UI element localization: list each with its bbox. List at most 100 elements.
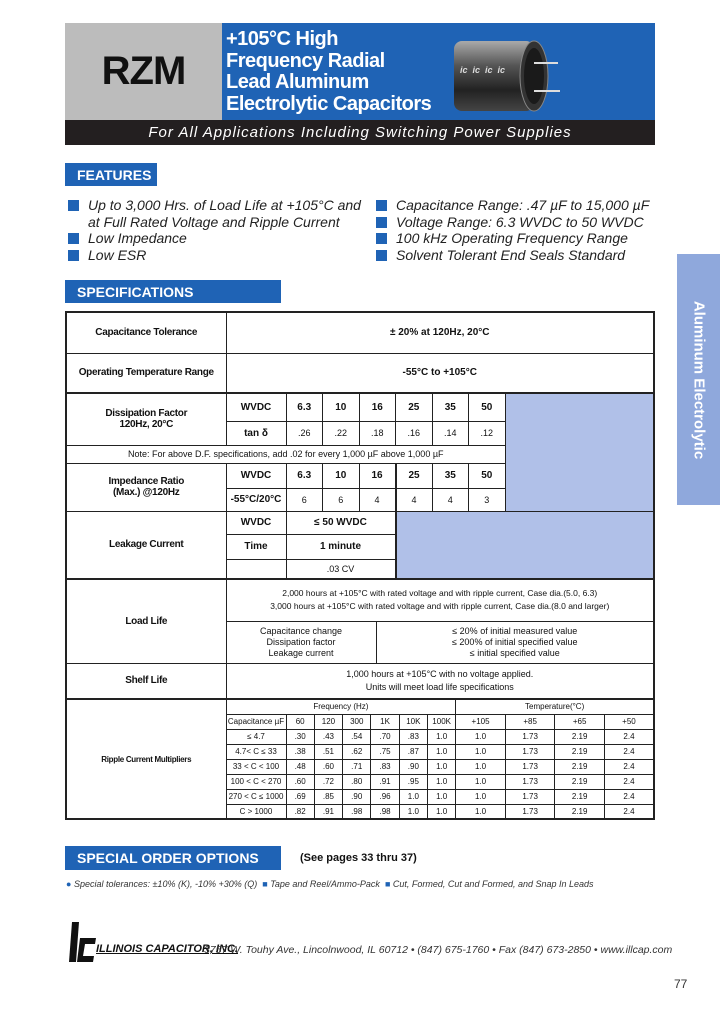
freq-multiplier: .60: [313, 758, 344, 775]
temp-multiplier: 2.19: [554, 788, 605, 805]
cap-tol-value: ± 20% at 120Hz, 20°C: [225, 311, 655, 354]
freq-multiplier: .54: [342, 728, 372, 745]
df-wvdc-label: WVDC: [225, 392, 287, 422]
ripple-row: 4.7< C ≤ 33.38.51.62.75.87 1.0 1.0 1.73 2.19…: [66, 743, 655, 760]
load-life-label: Load Life: [65, 578, 227, 664]
shelf-life-label: Shelf Life: [65, 662, 227, 700]
imp-wvdc-label: WVDC: [225, 462, 287, 489]
freq-multiplier: 1.0: [398, 788, 428, 805]
company-address: 3757 W. Touhy Ave., Lincolnwood, IL 6071…: [204, 944, 673, 956]
freq-header: 1K: [370, 713, 400, 730]
temp-multiplier: 1.73: [504, 758, 556, 775]
temp-multiplier: 2.4: [603, 788, 655, 805]
cap-tol-label: Capacitance Tolerance: [65, 311, 227, 354]
feature-item: Up to 3,000 Hrs. of Load Life at +105°C …: [66, 197, 371, 230]
freq-multiplier: .82: [285, 803, 315, 820]
freq-multiplier: .70: [370, 728, 400, 745]
freq-multiplier: 1.0: [426, 728, 457, 745]
load-life-params: Capacitance change Dissipation factor Leak…: [225, 620, 377, 664]
imp-label: Impedance Ratio (Max.) @120Hz: [65, 462, 227, 512]
temp-header: +105: [455, 713, 506, 730]
df-value: .12: [468, 420, 506, 446]
freq-multiplier: .95: [398, 773, 428, 790]
temp-multiplier: 2.4: [603, 803, 655, 820]
freq-multiplier: .80: [342, 773, 372, 790]
feature-item: Solvent Tolerant End Seals Standard: [374, 247, 674, 264]
spec-df-imp-leak: Dissipation Factor 120Hz, 20°C WVDC 6.3 10…: [65, 392, 655, 580]
title-line: Electrolytic Capacitors: [226, 92, 432, 115]
title-line: Frequency Radial: [226, 49, 385, 72]
df-wvdc: 50: [468, 392, 506, 422]
freq-multiplier: 1.0: [426, 803, 457, 820]
special-options-list: ● Special tolerances: ±10% (K), -10% +30…: [66, 879, 594, 889]
imp-wvdc: 16: [358, 462, 396, 489]
freq-multiplier: .85: [313, 788, 344, 805]
df-wvdc: 6.3: [285, 392, 323, 422]
freq-multiplier: .62: [342, 743, 372, 760]
temp-header: +65: [554, 713, 605, 730]
cap-range: C > 1000: [225, 803, 287, 820]
temp-multiplier: 1.0: [455, 728, 506, 745]
features-right: Capacitance Range: .47 µF to 15,000 µF V…: [374, 197, 674, 263]
freq-multiplier: .98: [370, 803, 400, 820]
special-pages-note: (See pages 33 thru 37): [300, 852, 417, 864]
tagline-bar: For All Applications Including Switching…: [65, 120, 655, 145]
imp-wvdc: 6.3: [285, 462, 323, 489]
load-life-limits: ≤ 20% of initial measured value ≤ 200% of…: [375, 620, 655, 664]
freq-header: 60: [285, 713, 315, 730]
blank-shaded: [504, 392, 655, 512]
imp-value: 3: [468, 487, 506, 512]
df-value: .26: [285, 420, 323, 446]
leak-time-value: 1 minute: [285, 533, 396, 560]
features-heading: FEATURES: [65, 163, 157, 186]
imp-value: 4: [394, 487, 433, 512]
op-temp-value: -55°C to +105°C: [225, 352, 655, 394]
title-line: +105°C High: [226, 28, 338, 50]
temp-multiplier: 2.19: [554, 743, 605, 760]
ripple-row: C > 1000.82.91.98.98 1.0 1.0 1.0 1.73 2.19 2.4: [66, 803, 655, 820]
df-tan-label: tan δ: [225, 420, 287, 446]
ripple-row: 33 < C < 100.48.60.71.83.90 1.0 1.0 1.73 2.1…: [66, 758, 655, 775]
freq-multiplier: .90: [342, 788, 372, 805]
df-value: .18: [358, 420, 396, 446]
svg-text:ic ic ic ic: ic ic ic ic: [460, 65, 505, 75]
df-wvdc: 10: [322, 392, 360, 422]
temp-multiplier: 2.19: [554, 803, 605, 820]
df-value: .14: [431, 420, 469, 446]
temp-multiplier: 2.19: [554, 773, 605, 790]
feature-item: Voltage Range: 6.3 WVDC to 50 WVDC: [374, 214, 674, 231]
freq-multiplier: .38: [285, 743, 315, 760]
temp-multiplier: 1.73: [504, 743, 556, 760]
imp-temp-label: -55°C/20°C: [225, 487, 287, 512]
title-banner: +105°C High Frequency Radial Lead Alumin…: [222, 23, 655, 120]
capacitor-image: ic ic ic ic: [454, 40, 560, 112]
df-value: .16: [395, 420, 433, 446]
cap-range: 4.7< C ≤ 33: [225, 743, 287, 760]
ripple-table: Ripple Current Multipliers Frequency (Hz…: [65, 698, 655, 820]
cap-range: 100 < C < 270: [225, 773, 287, 790]
freq-multiplier: .96: [370, 788, 400, 805]
freq-multiplier: .72: [313, 773, 344, 790]
freq-multiplier: .75: [370, 743, 400, 760]
series-box: RZM: [65, 23, 222, 120]
freq-multiplier: .91: [370, 773, 400, 790]
df-wvdc: 35: [431, 392, 469, 422]
cap-header: Capacitance µF: [225, 713, 287, 730]
imp-wvdc: 25: [394, 462, 433, 489]
freq-multiplier: 1.0: [426, 773, 457, 790]
option-item: Tape and Reel/Ammo-Pack: [270, 879, 380, 889]
temp-multiplier: 1.73: [504, 788, 556, 805]
blank-shaded: [394, 510, 655, 580]
temp-multiplier: 2.4: [603, 743, 655, 760]
freq-multiplier: 1.0: [426, 743, 457, 760]
temp-multiplier: 1.73: [504, 773, 556, 790]
temp-header: +85: [504, 713, 556, 730]
imp-value: 4: [431, 487, 469, 512]
temp-multiplier: 1.0: [455, 758, 506, 775]
imp-wvdc: 50: [468, 462, 506, 489]
freq-multiplier: .91: [313, 803, 344, 820]
imp-wvdc: 10: [322, 462, 360, 489]
freq-multiplier: .83: [370, 758, 400, 775]
freq-multiplier: .83: [398, 728, 428, 745]
freq-multiplier: .48: [285, 758, 315, 775]
